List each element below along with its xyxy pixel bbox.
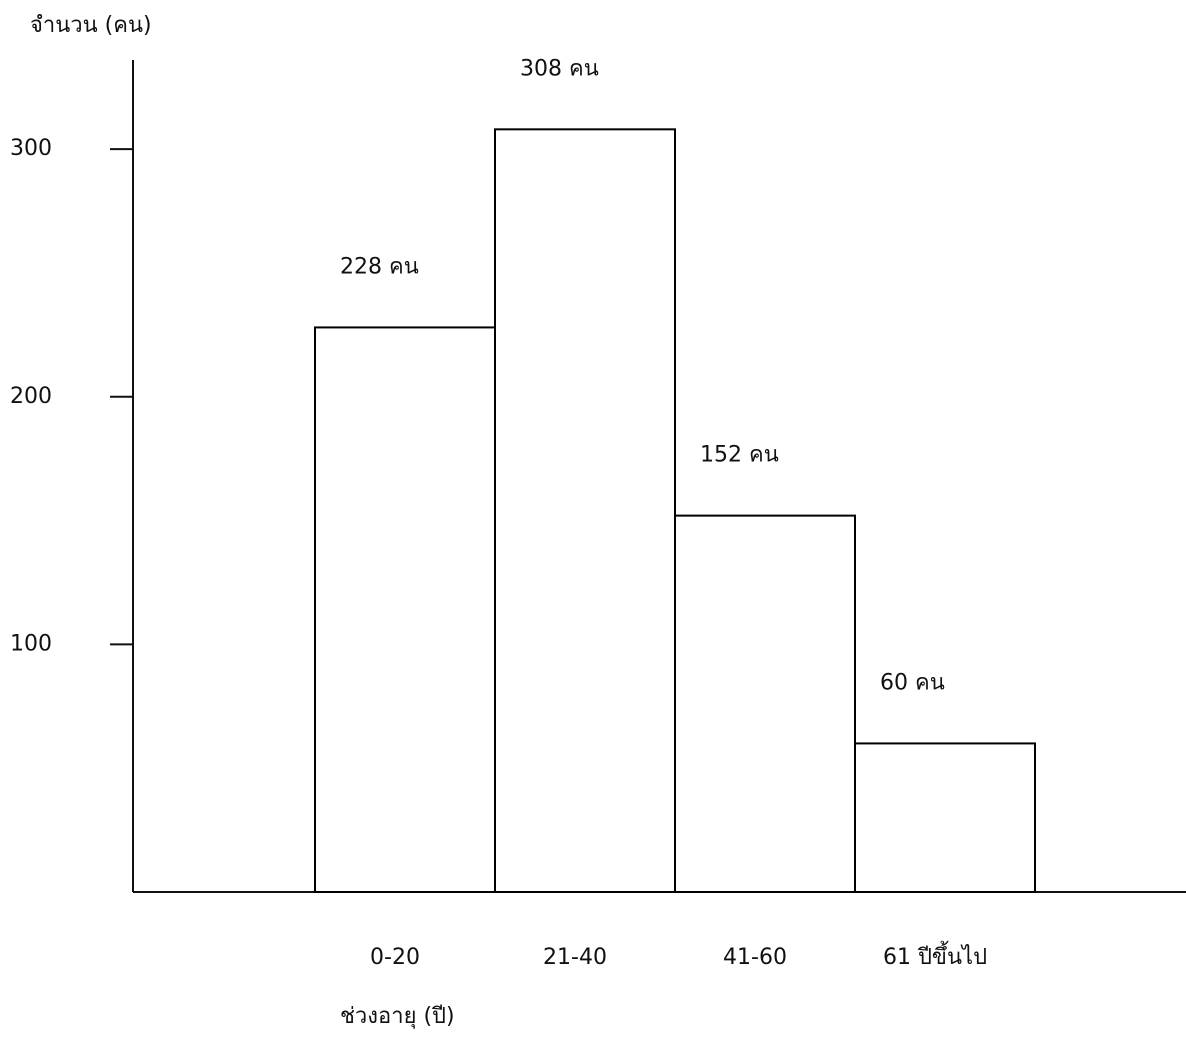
y-tick-label: 100: [10, 631, 52, 656]
x-tick-label: 61 ปีขึ้นไป: [883, 941, 987, 970]
x-tick-label: 41-60: [723, 945, 787, 970]
value-label: 60 คน: [880, 670, 945, 695]
value-label: 308 คน: [520, 56, 599, 81]
bar: [854, 742, 1036, 894]
x-tick-label: 0-20: [370, 945, 420, 970]
y-tick-label: 300: [10, 136, 52, 161]
value-label: 152 คน: [700, 443, 779, 468]
bar: [314, 326, 496, 893]
bar: [674, 514, 856, 893]
x-axis-title: ช่วงอายุ (ปี): [340, 1004, 455, 1029]
x-tick-label: 21-40: [543, 945, 607, 970]
bar: [494, 128, 676, 894]
y-tick-label: 200: [10, 384, 52, 409]
value-label: 228 คน: [340, 254, 419, 279]
y-axis-title: จำนวน (คน): [30, 13, 152, 38]
